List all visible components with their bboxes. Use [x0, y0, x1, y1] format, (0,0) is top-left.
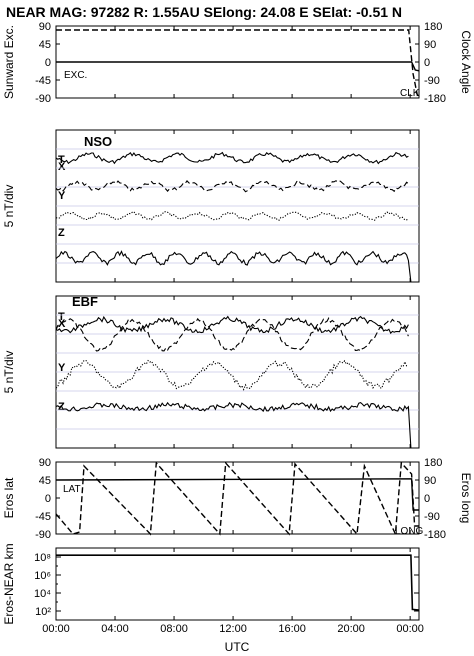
- ebf-label-x: X: [58, 318, 66, 330]
- x-tick-label: 04:00: [101, 623, 129, 635]
- ebf-series-x: [55, 316, 409, 352]
- ebf-label-t: T: [58, 311, 65, 323]
- panel-nso-ylabel: 5 nT/div: [2, 185, 16, 228]
- legend-clk: CLK: [400, 88, 420, 99]
- y-tick-label-right: -180: [424, 529, 446, 541]
- panel-eros-left-label: Eros lat: [2, 477, 16, 518]
- y-tick-label-left: 90: [39, 21, 51, 33]
- x-tick-label: 08:00: [160, 623, 188, 635]
- panel-ebf-ylabel: 5 nT/div: [2, 351, 16, 394]
- ebf-series-t: [55, 315, 409, 335]
- y-tick-label-right: -90: [424, 75, 440, 87]
- ebf-series-y: [55, 359, 409, 391]
- x-tick-label: 00:00: [42, 623, 70, 635]
- panel-sunward-series: [56, 29, 420, 97]
- panel-ebf-grid: [56, 314, 419, 430]
- panel-sunward-right-label: Clock Angle: [459, 30, 473, 94]
- x-tick-label: 12:00: [219, 623, 247, 635]
- legend-long: LONG: [395, 526, 424, 537]
- ebf-label-y: Y: [58, 362, 66, 374]
- x-axis-label: UTC: [225, 640, 250, 654]
- panel-nso-title: NSO: [84, 134, 112, 149]
- y-tick-label-left: -90: [35, 93, 51, 105]
- y-tick-label-right: 90: [424, 475, 436, 487]
- panel-distance: Eros-NEAR km 10⁸ 10⁶ 10⁴ 10²: [2, 543, 420, 625]
- y-tick-label-left: 45: [39, 39, 51, 51]
- nso-series-t: [55, 151, 409, 165]
- x-tick-label: 16:00: [278, 623, 306, 635]
- series-exc: [56, 61, 420, 72]
- y-tick-label-left: 90: [39, 457, 51, 469]
- panel-nso: NSO 5 nT/div T X Y Z: [2, 129, 420, 283]
- y-tick-label-right: 180: [424, 457, 442, 469]
- panel-ebf-series: [55, 315, 412, 449]
- y-tick-label-right: -180: [424, 93, 446, 105]
- panel-ebf: EBF 5 nT/div T X Y Z: [2, 294, 420, 449]
- nso-label-x: X: [58, 161, 66, 173]
- panel-sunward: Sunward Exc. Clock Angle EXC. CLK 90 180 4…: [2, 21, 473, 105]
- y-tick-label-right: 0: [424, 57, 430, 69]
- panel-distance-frame: [55, 547, 420, 621]
- x-axis: 00:00 04:00 08:00 12:00 16:00 20:00 00:00: [42, 26, 424, 635]
- y-tick-label-right: -90: [424, 511, 440, 523]
- y-tick-label: 10²: [35, 606, 51, 618]
- nso-series-y: [55, 211, 409, 221]
- y-tick-label-left: -90: [35, 529, 51, 541]
- y-tick-label: 10⁶: [34, 570, 51, 582]
- series-long: [55, 461, 419, 537]
- y-tick-label-left: -45: [35, 75, 51, 87]
- y-tick-label-right: 0: [424, 493, 430, 505]
- figure-title: NEAR MAG: 97282 R: 1.55AU SElong: 24.08 …: [6, 4, 402, 20]
- panel-eros-ticks: 90 180 45 90 0 0 -45 -90 -90 -180: [35, 457, 446, 541]
- ebf-series-z: [55, 401, 412, 449]
- panel-sunward-ticks: 90 180 45 90 0 0 -45 -90 -90 -180: [35, 21, 446, 105]
- nso-label-y: Y: [58, 190, 66, 202]
- panel-distance-ticks: 10⁸ 10⁶ 10⁴ 10²: [34, 547, 419, 621]
- y-tick-label-right: 180: [424, 21, 442, 33]
- legend-lat: LAT: [63, 484, 81, 495]
- y-tick-label-left: 45: [39, 475, 51, 487]
- panel-nso-grid: [56, 148, 419, 264]
- panel-eros-series: [55, 461, 419, 537]
- panel-eros-frame: [55, 461, 420, 535]
- panel-ebf-title: EBF: [72, 294, 98, 309]
- nso-label-z: Z: [58, 227, 65, 239]
- x-tick-label: 00:00: [396, 623, 424, 635]
- series-lat: [55, 478, 419, 511]
- nso-series-z: [55, 250, 412, 283]
- y-tick-label-left: -45: [35, 511, 51, 523]
- y-tick-label-left: 0: [45, 57, 51, 69]
- y-tick-label-right: 90: [424, 39, 436, 51]
- legend-exc: EXC.: [64, 70, 87, 81]
- panel-distance-ylabel: Eros-NEAR km: [2, 543, 16, 624]
- y-tick-label: 10⁸: [34, 552, 51, 564]
- series-distance: [56, 554, 420, 611]
- panel-sunward-left-label: Sunward Exc.: [2, 25, 16, 99]
- x-tick-label: 20:00: [337, 623, 365, 635]
- y-tick-label: 10⁴: [34, 588, 51, 600]
- panel-eros-right-label: Eros long: [459, 473, 473, 524]
- panel-nso-series: [55, 151, 412, 283]
- panel-eros: Eros lat Eros long LAT LONG 90 180 45 90 0 0 -…: [2, 457, 473, 541]
- panel-distance-series: [56, 554, 420, 611]
- nso-series-x: [55, 179, 409, 193]
- series-clk: [56, 29, 419, 97]
- y-tick-label-left: 0: [45, 493, 51, 505]
